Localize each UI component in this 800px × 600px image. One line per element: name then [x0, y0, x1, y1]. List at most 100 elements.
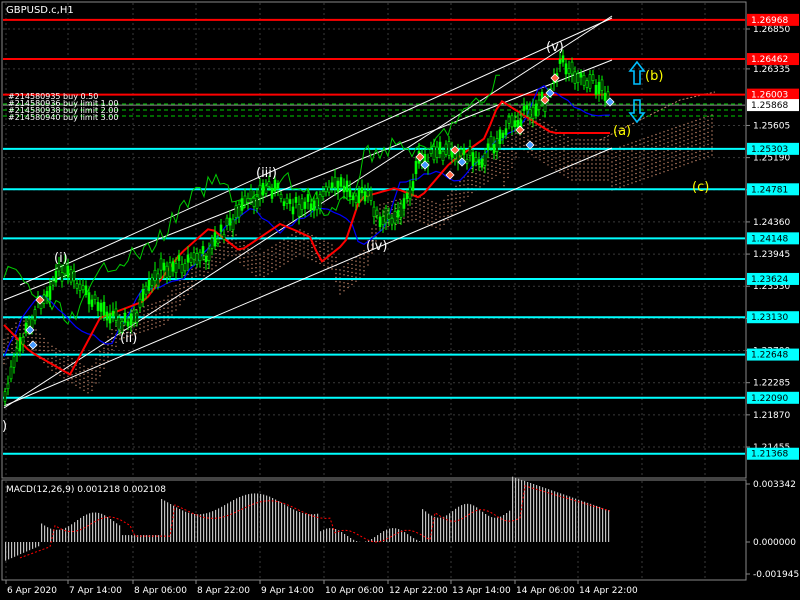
cloud-dot [403, 221, 405, 223]
cloud-dot [395, 223, 397, 226]
channel-line-upper[interactable] [3, 59, 613, 301]
macd-bar [140, 535, 142, 542]
macd-bar [50, 528, 52, 542]
cloud-dot [39, 341, 41, 343]
macd-bar [95, 512, 97, 542]
macd-bar [569, 496, 571, 542]
cloud-dot [643, 158, 645, 160]
cloud-dot [575, 155, 577, 157]
cloud-dot [599, 159, 601, 161]
wave-label-iv[interactable]: (iv) [366, 239, 387, 254]
wave-label-iii[interactable]: (iii) [256, 166, 277, 181]
candle-body [429, 149, 433, 154]
channel-line-bottom[interactable] [3, 147, 613, 407]
candle-body [189, 257, 193, 263]
cloud-dot [671, 140, 673, 142]
channel-line-lower-outer[interactable] [3, 15, 613, 409]
candle-body [381, 216, 385, 225]
candle-body [387, 213, 391, 220]
macd-bar [458, 506, 460, 542]
cloud-dot [451, 210, 453, 212]
wave-label-v[interactable]: (v) [546, 40, 564, 55]
cloud-dot [175, 301, 177, 303]
ichimoku-cloud [3, 91, 716, 394]
cloud-dot [83, 389, 85, 391]
cloud-dot [527, 151, 529, 153]
wave-label-partial[interactable]: ) [2, 419, 7, 434]
cloud-dot [611, 153, 613, 155]
cloud-dot [667, 161, 669, 164]
cloud-dot [411, 211, 413, 213]
cloud-dot [23, 324, 25, 326]
cloud-dot [687, 122, 689, 125]
cloud-dot [127, 311, 129, 313]
cloud-dot [319, 242, 321, 245]
wave-label-b[interactable]: (b) [645, 69, 663, 84]
cloud-dot [423, 197, 425, 200]
cloud-dot [95, 362, 97, 364]
cloud-dot [303, 251, 305, 253]
candle-body [156, 273, 160, 287]
cloud-dot [451, 198, 453, 200]
cloud-dot [595, 171, 597, 173]
up-arrow-icon[interactable] [628, 60, 646, 85]
support-label: 1.24781 [751, 185, 788, 195]
cloud-dot [103, 351, 105, 353]
cloud-dot [707, 135, 709, 138]
candle-body [123, 312, 127, 323]
cloud-dot [627, 159, 629, 162]
cloud-dot [415, 198, 417, 201]
cloud-dot [35, 337, 37, 339]
cloud-dot [495, 158, 497, 161]
cloud-dot [435, 226, 437, 229]
cloud-dot [251, 259, 253, 261]
cloud-dot [167, 307, 169, 309]
candle-body [522, 105, 526, 111]
macd-bar [230, 501, 232, 542]
candle-body [501, 132, 505, 139]
cloud-dot [603, 163, 605, 165]
wave-label-ii[interactable]: (ii) [120, 331, 137, 346]
cloud-dot [467, 183, 469, 185]
macd-bar [587, 502, 589, 542]
cloud-dot [239, 253, 241, 255]
macd-bar [356, 541, 358, 542]
macd-bar [68, 526, 70, 542]
wave-label-c[interactable]: (c) [692, 180, 709, 195]
wave-label-i[interactable]: (i) [54, 251, 68, 266]
support-label: 1.21368 [751, 450, 788, 460]
cloud-dot [711, 138, 713, 140]
cloud-dot [503, 157, 505, 159]
cloud-dot [555, 153, 557, 155]
cloud-dot [519, 110, 521, 112]
cloud-dot [463, 200, 465, 202]
cloud-dot [359, 257, 361, 259]
cloud-dot [615, 163, 617, 166]
candle-body [567, 68, 571, 74]
down-arrow-icon[interactable] [628, 99, 646, 124]
cloud-dot [639, 155, 641, 157]
cloud-dot [79, 367, 81, 369]
wave-label-a[interactable]: (a) [613, 124, 631, 139]
cloud-dot [511, 166, 513, 168]
cloud-dot [543, 133, 545, 136]
cloud-dot [623, 145, 625, 147]
channel-line-top[interactable] [19, 17, 613, 286]
cloud-dot [539, 131, 541, 133]
macd-bar [410, 536, 412, 542]
trade-marker-icon [550, 73, 560, 83]
cloud-dot [219, 253, 221, 255]
cloud-dot [343, 286, 345, 288]
cloud-dot [595, 175, 597, 177]
cloud-dot [459, 181, 461, 183]
cloud-dot [523, 124, 525, 127]
cloud-dot [103, 355, 105, 357]
cloud-dot [459, 201, 461, 203]
cloud-dot [431, 213, 433, 215]
cloud-dot [191, 284, 193, 286]
cloud-dot [543, 121, 545, 124]
cloud-dot [243, 261, 245, 263]
cloud-dot [467, 195, 469, 197]
cloud-dot [367, 252, 369, 254]
